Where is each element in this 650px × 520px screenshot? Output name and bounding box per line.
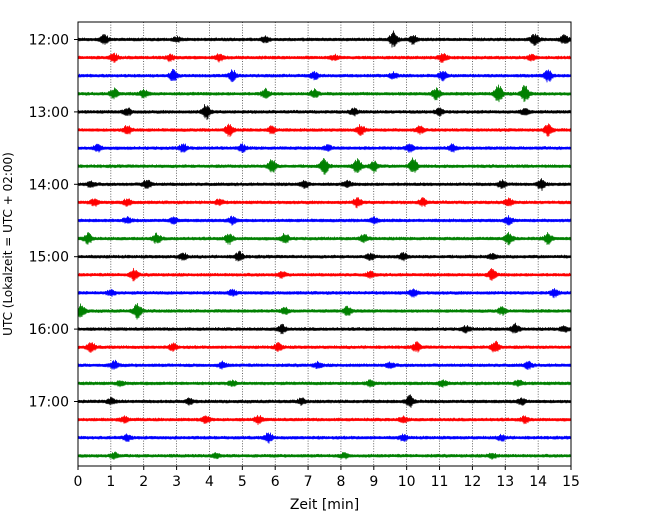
x-tick-label: 2: [139, 474, 148, 490]
x-tick-label: 12: [463, 474, 481, 490]
y-tick-label: 15:00: [29, 250, 69, 266]
x-axis-label: Zeit [min]: [290, 497, 359, 513]
y-tick-label: 12:00: [29, 33, 69, 49]
seismic-traces: [77, 30, 572, 460]
x-tick-label: 6: [271, 474, 280, 490]
x-tick-label: 5: [238, 474, 247, 490]
x-tick-label: 7: [304, 474, 313, 490]
x-tick-label: 10: [398, 474, 416, 490]
x-tick-label: 14: [529, 474, 547, 490]
x-tick-label: 3: [172, 474, 181, 490]
x-tick-label: 0: [74, 474, 83, 490]
y-tick-label: 13:00: [29, 105, 69, 121]
x-tick-label: 8: [336, 474, 345, 490]
y-axis-label: UTC (Lokalzeit = UTC + 02:00): [1, 152, 15, 336]
y-tick-label: 14:00: [29, 177, 69, 193]
y-tick-label: 16:00: [29, 322, 69, 338]
x-tick-label: 9: [369, 474, 378, 490]
x-tick-label: 4: [205, 474, 214, 490]
y-tick-label: 17:00: [29, 395, 69, 411]
x-tick-label: 11: [431, 474, 449, 490]
plot-frame: [77, 21, 572, 467]
x-axis-ticks: 0 1 2 3 4 5 6 7 8 9 10 11 12 13 14 15: [74, 466, 580, 490]
x-tick-label: 1: [106, 474, 115, 490]
x-gridlines: [110, 22, 539, 466]
x-tick-label: 15: [562, 474, 580, 490]
x-tick-label: 13: [496, 474, 514, 490]
y-axis-ticks: 12:00 13:00 14:00 15:00 16:00 17:00: [29, 33, 78, 411]
